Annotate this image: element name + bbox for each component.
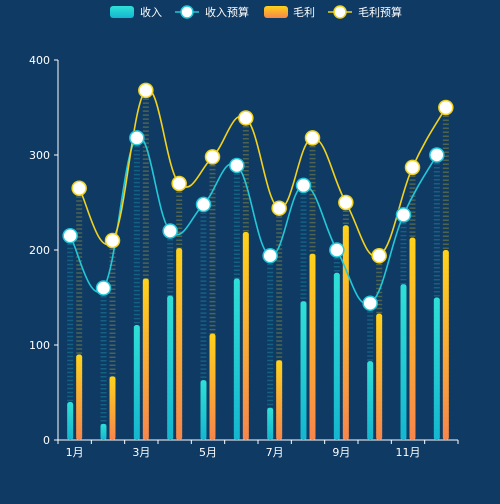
revenue-bar[interactable]	[433, 297, 440, 441]
profit-bar[interactable]	[109, 376, 116, 440]
y-tick-label: 0	[43, 434, 50, 447]
profit-bar[interactable]	[442, 250, 449, 440]
profit-bar[interactable]	[376, 313, 383, 440]
revenue-budget-line	[69, 136, 438, 305]
revenue-budget-point[interactable]	[195, 196, 212, 213]
profit-bar[interactable]	[209, 333, 216, 440]
revenue-bar[interactable]	[233, 278, 240, 441]
dashed-pillars	[67, 90, 449, 440]
legend-revenue-swatch	[110, 6, 134, 18]
revenue-bar[interactable]	[100, 423, 107, 440]
legend-profit-label[interactable]: 毛利	[293, 6, 315, 19]
legend-revenue-budget-marker	[180, 5, 194, 19]
profit-budget-point[interactable]	[204, 149, 221, 165]
revenue-bar[interactable]	[133, 325, 140, 440]
profit-bar[interactable]	[76, 354, 83, 441]
profit-bar[interactable]	[276, 360, 283, 440]
profit-budget-point[interactable]	[138, 82, 154, 99]
y-tick-label: 300	[29, 149, 50, 162]
profit-bar[interactable]	[309, 253, 316, 440]
revenue-budget-point[interactable]	[362, 295, 378, 311]
revenue-budget-point[interactable]	[262, 247, 278, 264]
profit-bar[interactable]	[342, 225, 349, 440]
profit-budget-point[interactable]	[338, 194, 354, 211]
x-tick-label: 1月	[66, 446, 84, 459]
x-tick-label: 3月	[132, 446, 150, 459]
legend[interactable]: 收入 收入预算 毛利 毛利预算	[110, 5, 402, 19]
profit-budget-point[interactable]	[238, 110, 254, 126]
profit-budget-point[interactable]	[171, 175, 187, 192]
legend-revenue-label[interactable]: 收入	[140, 5, 162, 19]
budget-points	[62, 82, 454, 311]
revenue-bar[interactable]	[367, 361, 374, 440]
profit-bar[interactable]	[176, 248, 183, 440]
revenue-bar[interactable]	[333, 272, 340, 440]
profit-budget-point[interactable]	[438, 99, 454, 116]
legend-profit-budget-label[interactable]: 毛利预算	[358, 5, 402, 19]
revenue-budget-point[interactable]	[329, 242, 345, 258]
revenue-bar[interactable]	[200, 380, 207, 440]
x-tick-label: 7月	[266, 446, 284, 459]
revenue-budget-point[interactable]	[429, 147, 445, 163]
profit-budget-point[interactable]	[404, 159, 421, 176]
revenue-bar[interactable]	[300, 301, 307, 440]
profit-budget-point[interactable]	[371, 247, 387, 264]
profit-budget-point[interactable]	[104, 232, 121, 249]
profit-budget-point[interactable]	[71, 180, 87, 196]
profit-bar[interactable]	[242, 231, 249, 440]
profit-bar[interactable]	[142, 278, 149, 441]
legend-revenue-budget-label[interactable]: 收入预算	[205, 5, 249, 19]
revenue-bar[interactable]	[400, 284, 407, 440]
y-tick-label: 100	[29, 339, 50, 352]
profit-budget-line	[78, 88, 447, 258]
legend-profit-budget-marker	[333, 5, 347, 19]
revenue-budget-point[interactable]	[395, 207, 412, 223]
revenue-budget-point[interactable]	[95, 280, 112, 296]
y-tick-label: 200	[29, 244, 50, 257]
profit-budget-point[interactable]	[271, 200, 287, 216]
x-tick-label: 11月	[396, 446, 421, 459]
revenue-bar[interactable]	[67, 402, 74, 440]
revenue-budget-point[interactable]	[295, 177, 312, 194]
bars	[67, 225, 449, 440]
revenue-budget-point[interactable]	[162, 223, 178, 239]
profit-budget-point[interactable]	[304, 130, 321, 146]
revenue-bar[interactable]	[167, 295, 174, 440]
legend-profit-swatch	[264, 6, 288, 18]
x-tick-label: 5月	[199, 446, 217, 459]
revenue-budget-point[interactable]	[62, 228, 78, 244]
revenue-bar[interactable]	[267, 407, 274, 440]
revenue-budget-point[interactable]	[129, 130, 145, 146]
revenue-budget-point[interactable]	[229, 157, 245, 174]
y-tick-label: 400	[29, 54, 50, 67]
axes: 0 100 200 300 400 1月 3月 5月 7月 9月 11月	[29, 54, 459, 459]
profit-bar[interactable]	[409, 237, 416, 440]
x-tick-label: 9月	[332, 446, 350, 459]
budget-lines	[69, 88, 447, 305]
